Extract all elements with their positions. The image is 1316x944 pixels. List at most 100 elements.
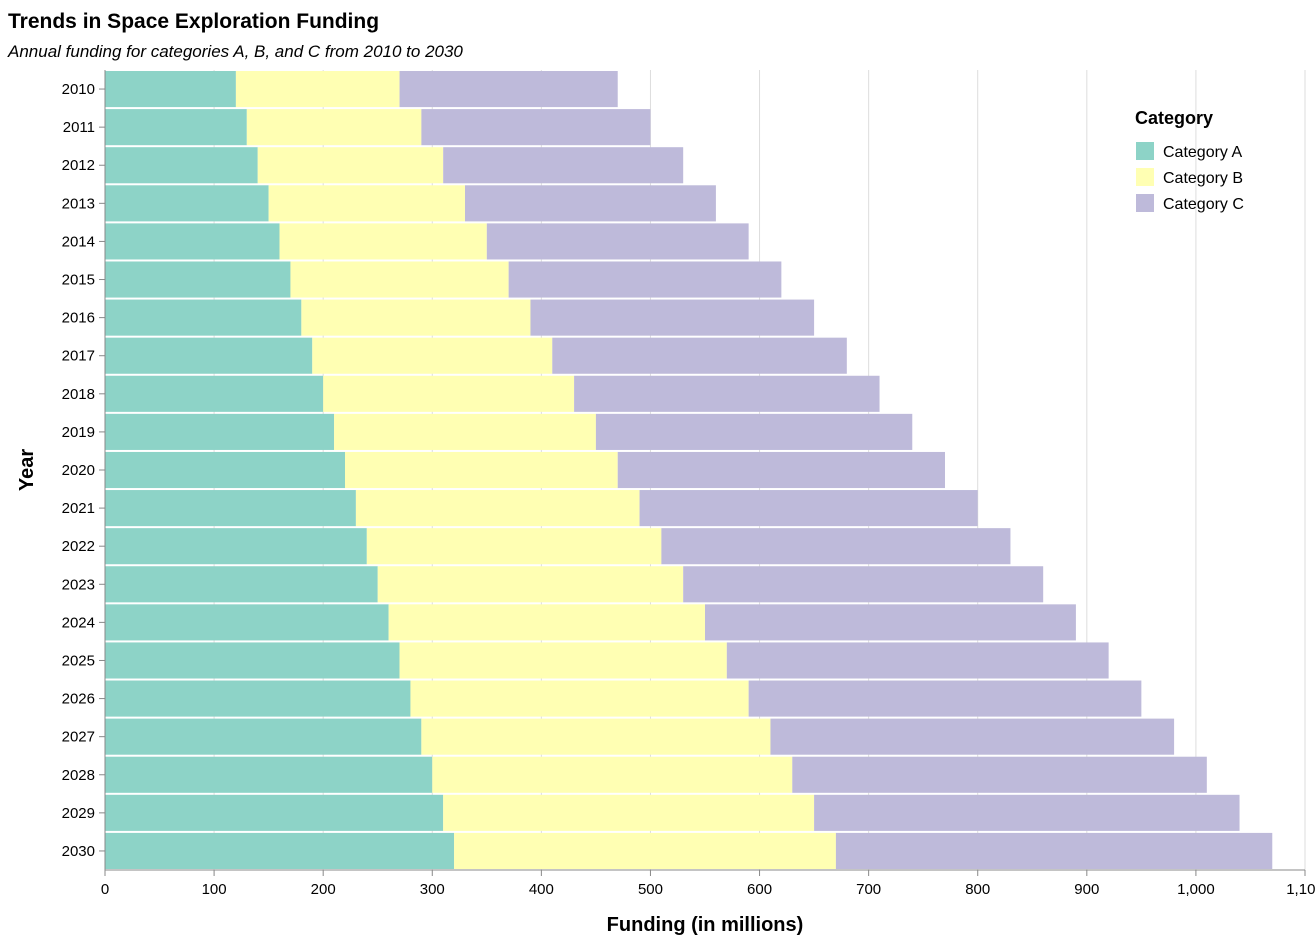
bar-category-c-2024 xyxy=(705,604,1076,641)
bar-category-b-2022 xyxy=(366,528,662,565)
y-tick-label: 2016 xyxy=(62,310,95,327)
bar-category-c-2013 xyxy=(465,185,716,222)
x-tick-label: 300 xyxy=(420,881,445,898)
y-tick-label: 2010 xyxy=(62,81,95,98)
bar-category-a-2017 xyxy=(105,337,313,374)
bar-category-b-2013 xyxy=(268,185,465,222)
y-tick-label: 2020 xyxy=(62,462,95,479)
y-axis-ticks: 2010 2011 2012 2013 2014 2015 2016 2017 2018 2019… xyxy=(62,81,105,860)
bar-category-a-2010 xyxy=(105,71,236,108)
bar-category-a-2025 xyxy=(105,642,400,679)
bar-category-a-2021 xyxy=(105,490,356,527)
bar-category-c-2020 xyxy=(617,451,945,489)
y-tick-label: 2015 xyxy=(62,272,95,289)
legend-swatch xyxy=(1136,168,1154,186)
bar-category-c-2011 xyxy=(421,109,651,146)
bar-category-a-2019 xyxy=(105,413,335,450)
x-tick-label: 0 xyxy=(101,881,109,898)
legend-label: Category B xyxy=(1163,170,1243,187)
x-tick-label: 500 xyxy=(638,881,663,898)
bar-category-a-2015 xyxy=(105,261,291,298)
bar-category-c-2010 xyxy=(399,71,618,108)
y-tick-label: 2022 xyxy=(62,538,95,555)
bars xyxy=(105,71,1273,869)
y-tick-label: 2030 xyxy=(62,843,95,860)
bar-category-b-2010 xyxy=(235,71,400,108)
legend-label: Category C xyxy=(1163,196,1244,213)
bar-category-c-2028 xyxy=(792,756,1207,793)
y-tick-label: 2018 xyxy=(62,386,95,403)
y-tick-label: 2029 xyxy=(62,805,95,822)
y-tick-label: 2024 xyxy=(62,614,95,631)
legend-title: Category xyxy=(1135,108,1213,128)
bar-category-a-2026 xyxy=(105,680,411,717)
bar-category-c-2026 xyxy=(748,680,1142,717)
bar-category-c-2027 xyxy=(770,718,1175,755)
bar-category-c-2015 xyxy=(508,261,782,298)
chart-title: Trends in Space Exploration Funding xyxy=(8,10,379,33)
bar-category-c-2023 xyxy=(683,566,1044,603)
bar-category-b-2028 xyxy=(432,756,793,793)
bar-category-a-2023 xyxy=(105,566,378,603)
bar-category-b-2014 xyxy=(279,223,487,260)
bar-category-c-2030 xyxy=(835,832,1273,869)
bar-category-a-2016 xyxy=(105,299,302,336)
y-tick-label: 2021 xyxy=(62,500,95,517)
bar-category-b-2016 xyxy=(301,299,531,336)
y-tick-label: 2027 xyxy=(62,729,95,746)
bar-category-a-2028 xyxy=(105,756,433,793)
bar-category-c-2017 xyxy=(552,337,847,374)
bar-category-b-2026 xyxy=(410,680,749,717)
bar-category-b-2020 xyxy=(345,451,618,489)
y-tick-label: 2013 xyxy=(62,195,95,212)
x-tick-label: 400 xyxy=(529,881,554,898)
y-tick-label: 2025 xyxy=(62,652,95,669)
x-tick-label: 200 xyxy=(311,881,336,898)
x-tick-label: 1,000 xyxy=(1177,881,1215,898)
bar-category-a-2029 xyxy=(105,794,444,831)
x-axis-title: Funding (in millions) xyxy=(607,914,804,936)
y-tick-label: 2019 xyxy=(62,424,95,441)
y-tick-label: 2017 xyxy=(62,348,95,365)
bar-category-c-2029 xyxy=(814,794,1240,831)
bar-category-b-2018 xyxy=(323,375,575,412)
x-tick-label: 700 xyxy=(856,881,881,898)
bar-category-c-2021 xyxy=(639,490,978,527)
bar-category-c-2012 xyxy=(443,147,684,184)
x-tick-label: 900 xyxy=(1074,881,1099,898)
bar-category-b-2017 xyxy=(312,337,553,374)
bar-category-c-2022 xyxy=(661,528,1011,565)
bar-category-c-2014 xyxy=(486,223,749,260)
bar-category-a-2013 xyxy=(105,185,269,222)
bar-category-a-2027 xyxy=(105,718,422,755)
bar-category-b-2021 xyxy=(355,490,640,527)
bar-category-a-2024 xyxy=(105,604,389,641)
bar-category-a-2014 xyxy=(105,223,280,260)
bar-category-b-2030 xyxy=(454,832,836,869)
x-tick-label: 100 xyxy=(202,881,227,898)
y-axis-title: Year xyxy=(16,449,38,491)
bar-category-b-2024 xyxy=(388,604,705,641)
chart-subtitle: Annual funding for categories A, B, and … xyxy=(7,42,463,61)
x-axis-ticks: 0 100 200 300 400 500 600 700 800 900 1,000 1,100 xyxy=(101,870,1316,898)
y-tick-label: 2026 xyxy=(62,691,95,708)
y-tick-label: 2012 xyxy=(62,157,95,174)
y-tick-label: 2028 xyxy=(62,767,95,784)
x-tick-label: 1,100 xyxy=(1286,881,1316,898)
bar-category-a-2011 xyxy=(105,109,247,146)
bar-category-c-2019 xyxy=(595,413,913,450)
y-tick-label: 2023 xyxy=(62,576,95,593)
bar-category-b-2029 xyxy=(443,794,815,831)
bar-category-c-2025 xyxy=(726,642,1109,679)
legend-label: Category A xyxy=(1163,144,1242,161)
bar-category-a-2030 xyxy=(105,832,455,869)
y-tick-label: 2011 xyxy=(63,119,95,136)
bar-category-b-2012 xyxy=(257,147,444,184)
legend-swatch xyxy=(1136,142,1154,160)
legend-swatch xyxy=(1136,194,1154,212)
bar-category-a-2018 xyxy=(105,375,324,412)
bar-category-c-2018 xyxy=(574,375,880,412)
bar-category-a-2022 xyxy=(105,528,367,565)
x-tick-label: 600 xyxy=(747,881,772,898)
